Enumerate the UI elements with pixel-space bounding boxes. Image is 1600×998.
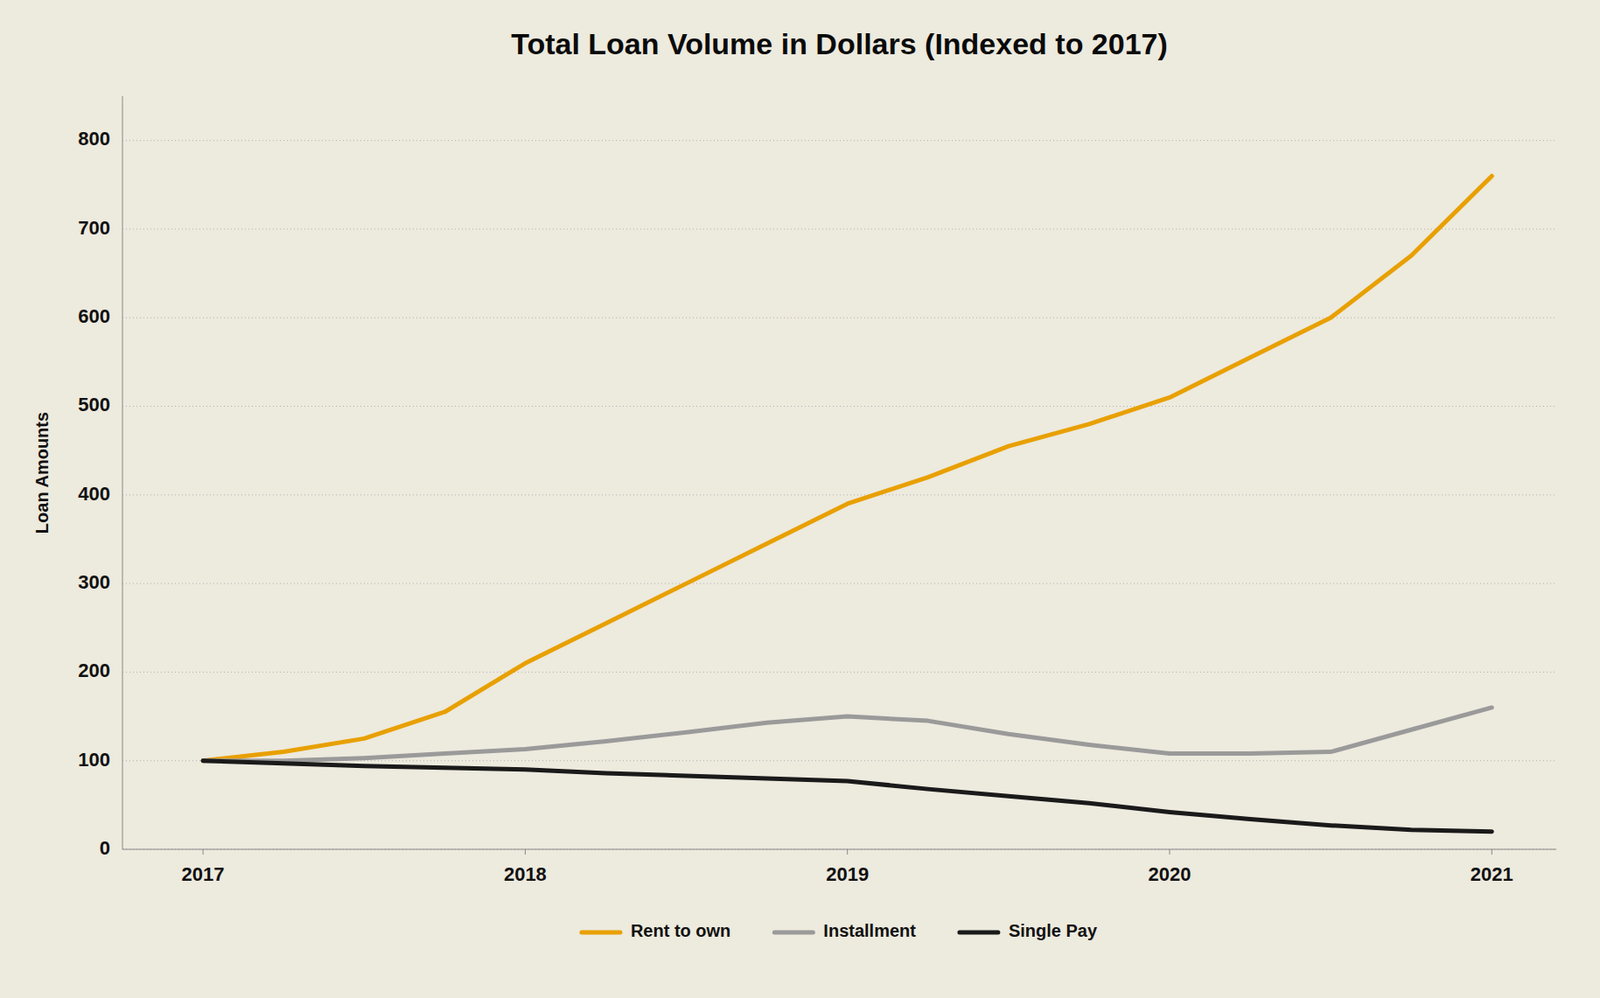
y-tick-label: 500 (77, 393, 111, 416)
grid-line (122, 228, 1557, 230)
y-tick-label: 800 (77, 127, 111, 150)
legend-label: Single Pay (1008, 921, 1098, 941)
y-tick-label: 600 (77, 305, 111, 328)
x-tick-label: 2020 (1148, 863, 1192, 886)
y-tick-label: 100 (77, 748, 111, 771)
grid-line (122, 583, 1557, 585)
y-axis-line (122, 96, 124, 850)
grid-line (122, 671, 1557, 673)
lines (202, 175, 1492, 832)
legend-swatch (581, 930, 621, 936)
chart: Total Loan Volume in Dollars (Indexed to… (0, 0, 1600, 998)
x-tick (1169, 849, 1171, 855)
grid-line (122, 405, 1557, 407)
series-line (202, 761, 1492, 832)
x-tick (202, 849, 204, 855)
grid-line (122, 317, 1557, 319)
legend-label: Installment (823, 921, 916, 941)
legend: Rent to own Installment Single Pay (581, 921, 1098, 941)
grid-line (122, 494, 1557, 496)
legend-item: Single Pay (959, 921, 1098, 941)
y-tick-label: 700 (77, 216, 111, 239)
grid-line (122, 849, 1557, 851)
legend-swatch (959, 930, 999, 936)
legend-item: Rent to own (581, 921, 731, 941)
x-tick-label: 2017 (181, 863, 225, 886)
x-axis-line (122, 849, 1557, 851)
y-axis-label: Loan Amounts (32, 412, 52, 534)
y-tick-label: 400 (77, 482, 111, 505)
series-line (202, 707, 1492, 762)
background (0, 0, 1600, 998)
x-tick-label: 2018 (503, 863, 547, 886)
legend-item: Installment (774, 921, 916, 941)
x-ticks: 2017 2018 2019 2020 2021 (181, 849, 1514, 886)
legend-label: Rent to own (630, 921, 731, 941)
y-tick-label: 0 (99, 837, 111, 860)
y-ticks: 0 100 200 300 400 500 600 700 800 (77, 127, 111, 859)
legend-swatch (774, 930, 813, 936)
title: Total Loan Volume in Dollars (Indexed to… (510, 27, 1168, 61)
grid (122, 140, 1557, 850)
grid-line (122, 139, 1557, 141)
x-tick-label: 2021 (1470, 863, 1514, 886)
x-tick (524, 849, 526, 855)
y-tick-label: 300 (77, 571, 111, 594)
series-line (202, 175, 1492, 762)
x-tick (1491, 849, 1493, 855)
x-tick-label: 2019 (825, 863, 869, 886)
x-tick (846, 849, 848, 855)
y-tick-label: 200 (77, 659, 111, 682)
